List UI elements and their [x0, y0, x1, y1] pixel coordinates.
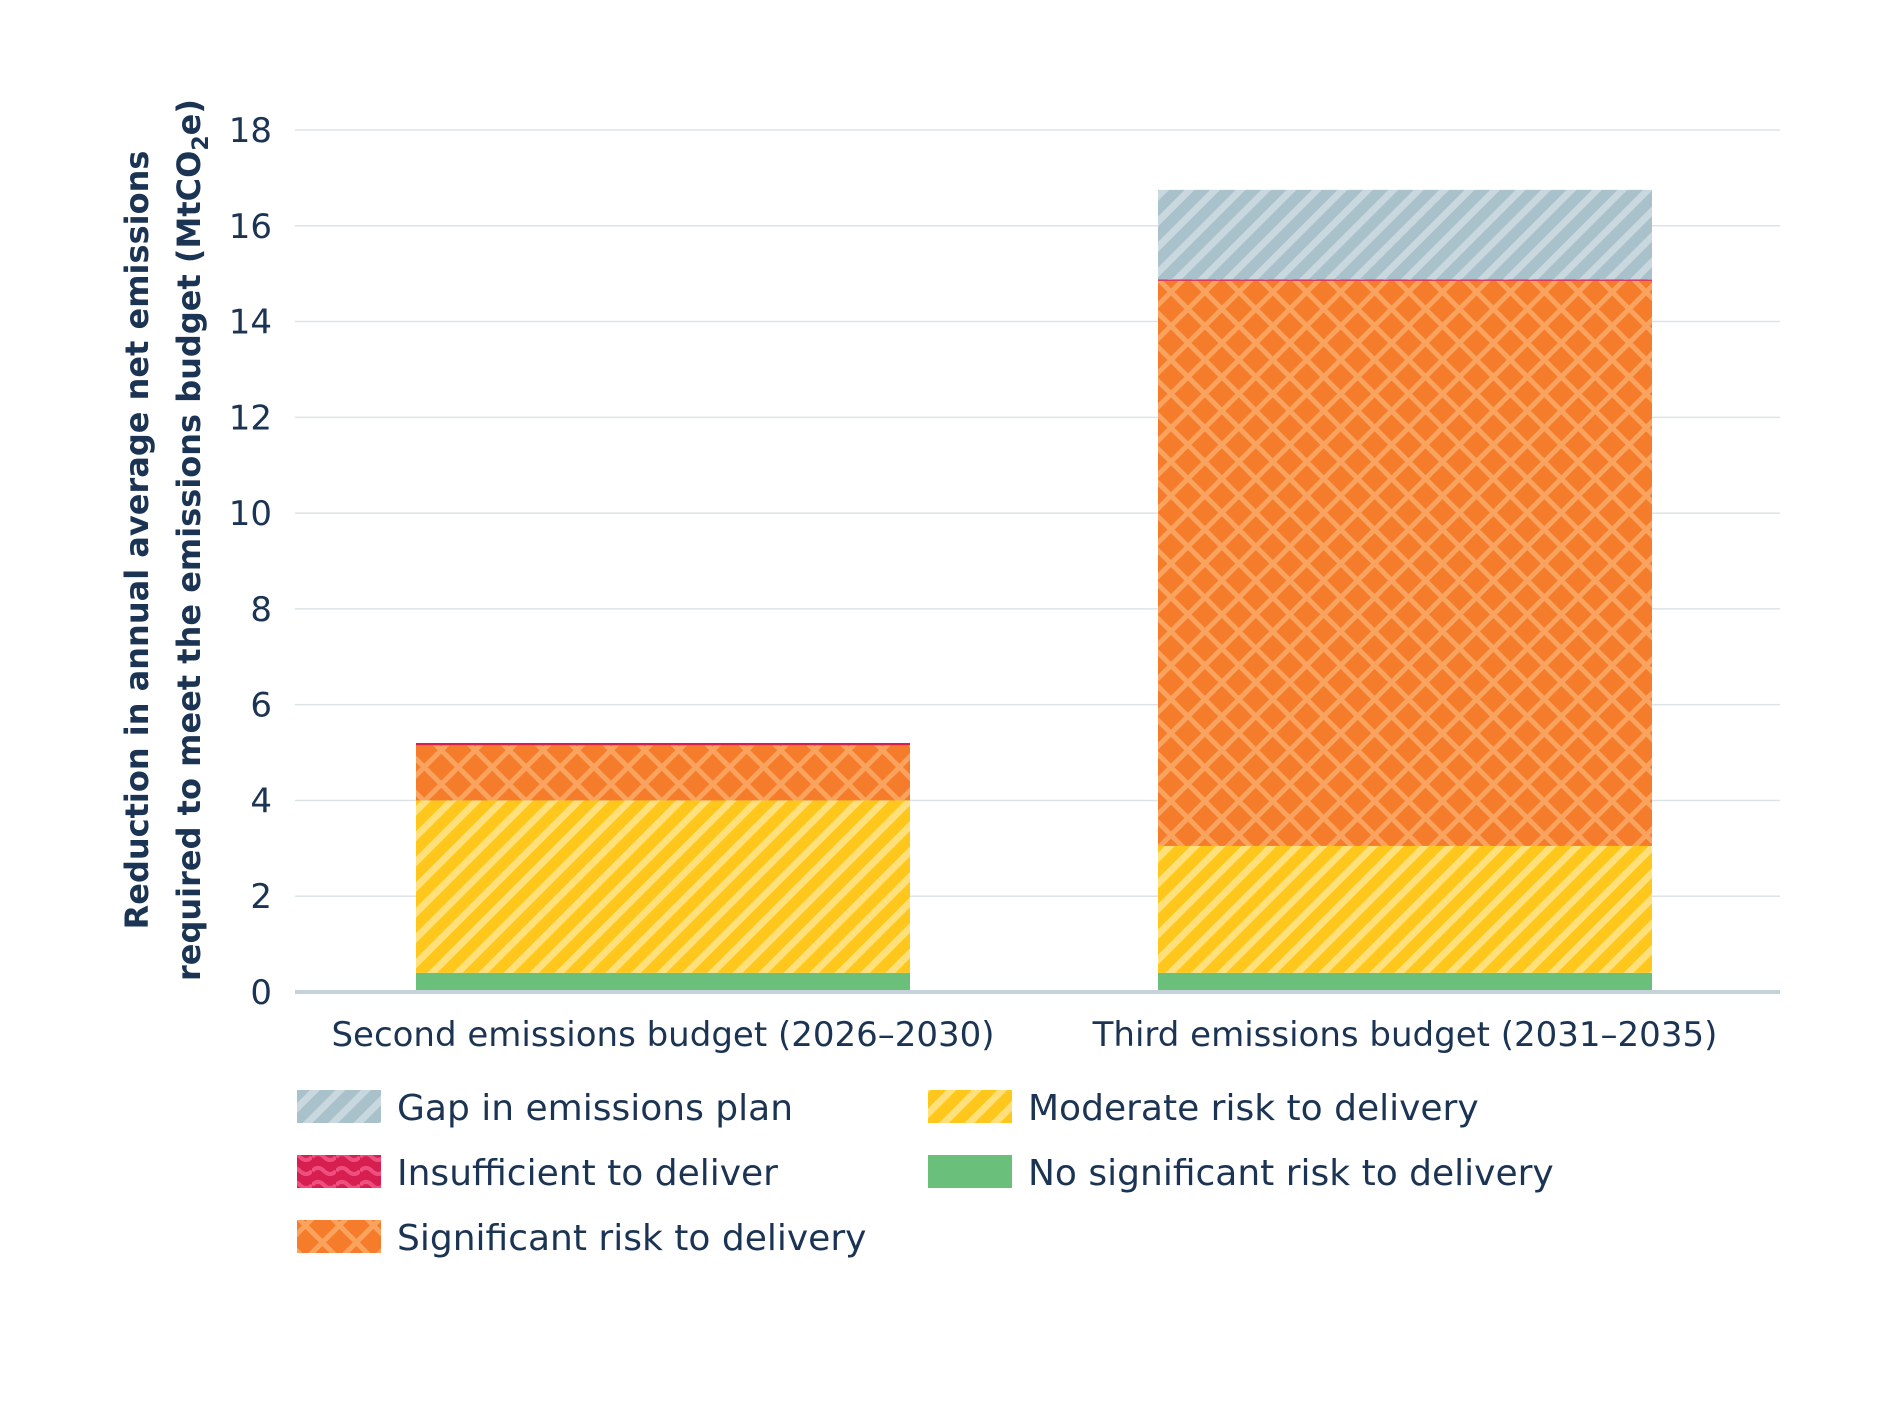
legend-label-no-significant-risk-to-delivery: No significant risk to delivery — [1028, 1153, 1554, 1194]
category-labels: Second emissions budget (2026–2030) Third… — [331, 1015, 1717, 1055]
legend-swatch-gap-in-emissions-plan — [297, 1090, 381, 1123]
y-axis-title-line2-suffix: e) — [170, 99, 208, 135]
y-axis-title-line2-prefix: required to meet the emissions budget (M… — [170, 151, 208, 981]
legend: Gap in emissions plan Insufficient to del… — [297, 1088, 1554, 1259]
y-axis-title-line1: Reduction in annual average net emission… — [118, 151, 156, 930]
y-axis-title-subscript: 2 — [189, 135, 214, 150]
bar-segment-no-significant-risk-to-delivery-2 — [1158, 972, 1652, 992]
y-tick-label-4: 4 — [250, 781, 272, 821]
axes: 0 2 4 6 8 10 12 14 16 18 — [229, 111, 1780, 1013]
legend-swatch-insufficient-to-deliver — [297, 1155, 381, 1188]
y-tick-label-16: 16 — [229, 207, 272, 247]
y-axis-title: Reduction in annual average net emission… — [118, 99, 214, 981]
legend-label-moderate-risk-to-delivery: Moderate risk to delivery — [1028, 1088, 1479, 1129]
legend-item-insufficient-to-deliver: Insufficient to deliver — [297, 1153, 778, 1194]
bar-segment-gap-in-emissions-plan-2 — [1158, 189, 1652, 280]
y-tick-label-0: 0 — [250, 973, 272, 1013]
svg-text:Reduction in annual average ne: Reduction in annual average net emission… — [118, 151, 156, 930]
y-tick-label-8: 8 — [250, 590, 272, 630]
svg-text:required to meet the emissions: required to meet the emissions budget (M… — [170, 99, 214, 981]
y-tick-label-2: 2 — [250, 877, 272, 917]
legend-swatch-significant-risk-to-delivery — [297, 1220, 381, 1253]
legend-label-gap-in-emissions-plan: Gap in emissions plan — [397, 1088, 793, 1129]
legend-label-insufficient-to-deliver: Insufficient to deliver — [397, 1153, 778, 1194]
y-tick-label-12: 12 — [229, 398, 272, 438]
category-label-1: Second emissions budget (2026–2030) — [331, 1015, 994, 1055]
bar-segment-moderate-risk-to-delivery-2 — [1158, 845, 1652, 973]
bars — [416, 189, 1652, 992]
bar-segment-insufficient-to-deliver-2 — [1158, 279, 1652, 281]
legend-item-no-significant-risk-to-delivery: No significant risk to delivery — [928, 1153, 1554, 1194]
legend-label-significant-risk-to-delivery: Significant risk to delivery — [397, 1218, 866, 1259]
bar-segment-insufficient-to-deliver-1 — [416, 742, 910, 746]
legend-swatch-moderate-risk-to-delivery — [928, 1090, 1012, 1123]
y-tick-label-10: 10 — [229, 494, 272, 534]
bar-segment-significant-risk-to-delivery-1 — [416, 745, 910, 801]
y-tick-label-14: 14 — [229, 303, 272, 343]
y-tick-label-6: 6 — [250, 686, 272, 726]
legend-swatch-no-significant-risk-to-delivery — [928, 1155, 1012, 1188]
category-label-2: Third emissions budget (2031–2035) — [1092, 1015, 1718, 1055]
bar-segment-no-significant-risk-to-delivery-1 — [416, 972, 910, 992]
y-tick-label-18: 18 — [229, 111, 272, 151]
legend-item-gap-in-emissions-plan: Gap in emissions plan — [297, 1088, 793, 1129]
legend-item-significant-risk-to-delivery: Significant risk to delivery — [297, 1218, 866, 1259]
bar-segment-moderate-risk-to-delivery-1 — [416, 800, 910, 973]
bar-segment-significant-risk-to-delivery-2 — [1158, 280, 1652, 846]
legend-item-moderate-risk-to-delivery: Moderate risk to delivery — [928, 1088, 1479, 1129]
